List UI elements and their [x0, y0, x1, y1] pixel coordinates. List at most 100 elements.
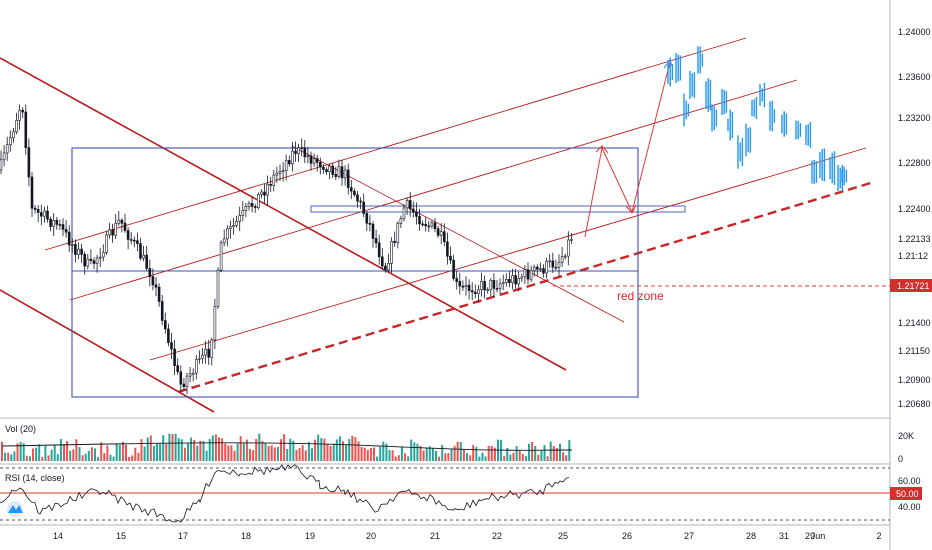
time-axis[interactable]: 14 15 17 18 19 20 21 22 25 26 27 28 29 3… — [53, 531, 882, 541]
time-tick: 31 — [779, 531, 789, 541]
candle-body — [439, 231, 443, 236]
volume-bar — [413, 442, 416, 461]
candle-body — [253, 206, 257, 208]
volume-bar — [447, 453, 450, 461]
volume-ma-line — [1, 442, 573, 451]
volume-bar — [19, 442, 22, 461]
volume-bar — [22, 443, 25, 461]
projection-bars — [667, 46, 848, 192]
candle-body — [0, 159, 3, 171]
volume-tick: 20K — [898, 431, 914, 441]
candle-body — [511, 275, 514, 284]
volume-bar — [75, 439, 78, 461]
volume-bar — [140, 439, 143, 461]
candle-body — [244, 206, 248, 211]
support-trendline — [177, 180, 875, 394]
volume-bar — [168, 433, 171, 461]
time-tick: 25 — [558, 531, 568, 541]
candle-body — [322, 166, 325, 170]
candle-body — [229, 226, 232, 229]
candle-body — [210, 339, 214, 358]
candle-body — [36, 209, 40, 213]
candle-body — [455, 278, 459, 282]
volume-bar — [13, 451, 16, 461]
volume-bar — [78, 447, 81, 461]
candle-body — [452, 259, 455, 279]
time-tick: 19 — [305, 531, 315, 541]
volume-bars — [1, 433, 573, 461]
candle-body — [120, 219, 124, 224]
rsi-panel-label: RSI (14, close) — [5, 473, 65, 483]
candle-body — [495, 288, 499, 290]
volume-bar — [453, 445, 456, 461]
candle-body — [504, 278, 508, 283]
price-tick: 1.22400 — [898, 204, 931, 214]
candle-body — [219, 242, 223, 271]
candle-body — [207, 348, 210, 358]
candle-body — [402, 207, 406, 220]
volume-bar — [552, 445, 555, 461]
candle-body — [269, 184, 273, 186]
volume-bar — [273, 447, 276, 461]
volume-bar — [286, 449, 289, 461]
candle-body — [238, 215, 241, 222]
candle-body — [560, 256, 564, 263]
candle-body — [182, 383, 186, 388]
volume-bar — [94, 448, 96, 461]
candle-body — [570, 239, 573, 241]
volume-bar — [301, 445, 304, 461]
candle-body — [306, 155, 310, 158]
time-tick: 20 — [366, 531, 376, 541]
candle-body — [551, 260, 555, 268]
volume-bar — [190, 437, 193, 461]
candle-body — [470, 290, 474, 293]
candle-body — [545, 261, 548, 274]
candle-body — [24, 111, 28, 149]
volume-bar — [351, 436, 354, 461]
price-tick: 1.21400 — [898, 318, 931, 328]
candle-body — [95, 257, 99, 264]
descending-channel-upper — [0, 57, 567, 371]
volume-bar — [515, 446, 518, 461]
time-tick: Jun — [811, 531, 826, 541]
time-tick: 14 — [53, 531, 63, 541]
candle-body — [71, 244, 74, 246]
volume-bar — [329, 446, 332, 461]
candle-body — [278, 171, 282, 174]
volume-bar — [444, 453, 447, 461]
candle-body — [526, 269, 530, 280]
candle-body — [318, 162, 322, 168]
volume-bar — [326, 444, 329, 461]
candle-body — [287, 160, 291, 165]
volume-axis: 20K 0 — [898, 431, 914, 464]
candle-body — [77, 248, 80, 255]
volume-bar — [407, 456, 410, 461]
candle-body — [328, 165, 331, 172]
volume-bar — [360, 446, 363, 461]
candle-body — [514, 275, 517, 285]
volume-bar — [41, 456, 44, 461]
volume-bar — [227, 445, 230, 461]
rsi-series — [0, 464, 570, 523]
candle-body — [433, 222, 437, 230]
volume-bar — [208, 439, 211, 461]
candle-body — [256, 194, 260, 208]
candle-body — [542, 268, 545, 274]
volume-bar — [47, 455, 50, 461]
candle-body — [123, 222, 127, 231]
price-axis[interactable]: 1.24000 1.23600 1.23200 1.22800 1.22400 … — [890, 27, 932, 409]
volume-bar — [298, 448, 301, 461]
candle-body — [201, 354, 204, 359]
volume-bar — [555, 448, 558, 461]
price-tick: 1.20680 — [898, 399, 931, 409]
volume-bar — [252, 450, 255, 461]
volume-bar — [174, 433, 177, 461]
volume-bar — [462, 449, 465, 461]
candle-body — [430, 222, 434, 227]
price-tick: 1.22800 — [898, 158, 931, 168]
price-badge-text: 1.21721 — [897, 281, 930, 291]
volume-bar — [97, 456, 100, 461]
volume-bar — [475, 446, 478, 461]
candle-body — [126, 230, 130, 240]
